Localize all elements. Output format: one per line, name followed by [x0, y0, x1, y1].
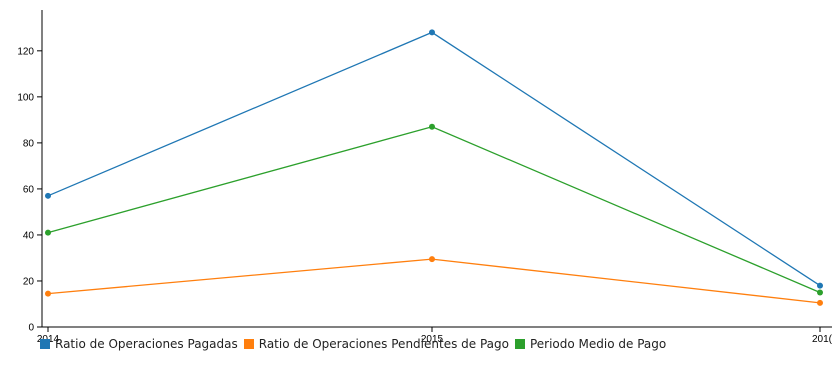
- series-point-0: [45, 192, 51, 199]
- series-line-0: [47, 31, 821, 287]
- x-tick-label: 2015: [421, 334, 444, 345]
- y-tick-label: 120: [17, 46, 34, 57]
- x-tick-label: 201(: [812, 334, 833, 345]
- y-tick-label: 80: [23, 138, 35, 149]
- legend-item-periodo[interactable]: Periodo Medio de Pago: [514, 337, 667, 351]
- legend-item-pendientes[interactable]: Ratio de Operaciones Pendientes de Pago: [243, 337, 509, 351]
- y-tick-label: 0: [28, 323, 34, 334]
- legend-label-pagadas: Ratio de Operaciones Pagadas: [55, 337, 238, 351]
- y-tick-label: 60: [23, 184, 35, 195]
- series-point-1: [429, 256, 435, 263]
- series-point-0: [817, 282, 823, 289]
- legend-swatch-periodo: [514, 339, 525, 349]
- legend-item-pagadas[interactable]: Ratio de Operaciones Pagadas: [40, 337, 238, 351]
- legend-swatch-pagadas: [40, 339, 50, 349]
- legend-swatch-pendientes: [243, 339, 254, 349]
- legend-label-pendientes: Ratio de Operaciones Pendientes de Pago: [258, 337, 509, 351]
- series-point-2: [45, 229, 51, 236]
- legend: Ratio de Operaciones Pagadas Ratio de Op…: [40, 337, 672, 351]
- series-point-2: [429, 123, 435, 130]
- series-line-1: [47, 258, 821, 304]
- y-tick-label: 100: [17, 92, 34, 103]
- y-tick-label: 20: [23, 276, 35, 287]
- legend-label-periodo: Periodo Medio de Pago: [529, 337, 667, 351]
- series-point-1: [817, 299, 823, 306]
- y-tick-label: 40: [23, 230, 35, 241]
- series-layer: [45, 29, 823, 306]
- series-point-0: [429, 29, 435, 36]
- series-point-2: [817, 289, 823, 296]
- y-axis: 0 20 40 60 80 100 120: [17, 10, 43, 334]
- series-point-1: [45, 290, 51, 297]
